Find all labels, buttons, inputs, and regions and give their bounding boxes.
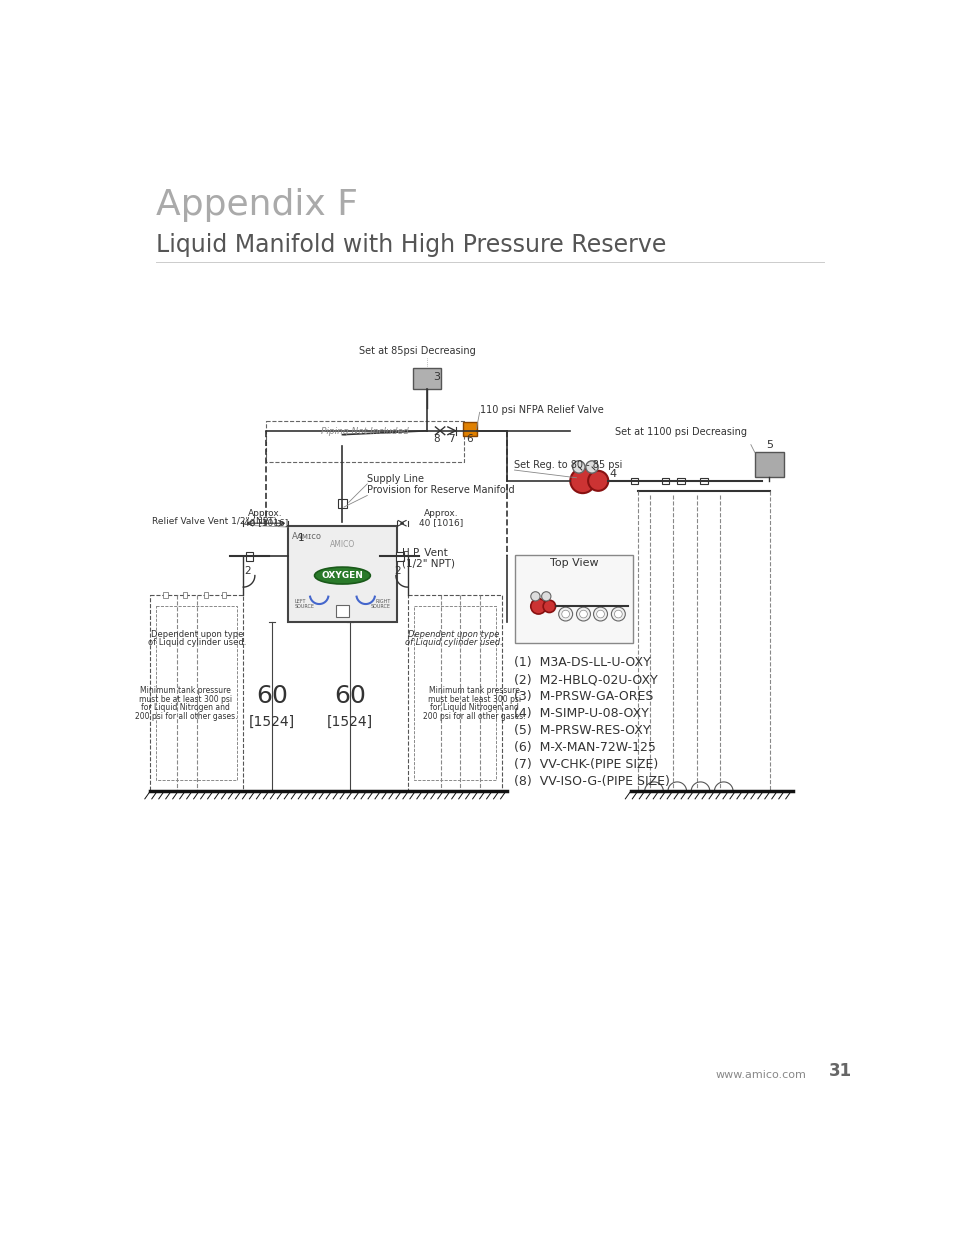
Text: www.amico.com: www.amico.com xyxy=(716,1070,806,1079)
Text: [1524]: [1524] xyxy=(249,715,294,729)
Text: H.P. Vent: H.P. Vent xyxy=(402,548,447,558)
Bar xyxy=(221,592,226,598)
Text: Dependent upon type: Dependent upon type xyxy=(151,630,243,640)
Text: (4)  M-SIMP-U-08-OXY: (4) M-SIMP-U-08-OXY xyxy=(514,708,649,720)
Circle shape xyxy=(585,461,598,473)
Text: must be at least 300 psi: must be at least 300 psi xyxy=(139,695,233,704)
Circle shape xyxy=(579,610,587,618)
Circle shape xyxy=(576,608,590,621)
Text: Supply Line: Supply Line xyxy=(367,473,424,484)
Text: Approx.: Approx. xyxy=(248,509,283,519)
Text: (1)  M3A-DS-LL-U-OXY: (1) M3A-DS-LL-U-OXY xyxy=(514,656,651,669)
Text: 5: 5 xyxy=(765,440,772,450)
Text: 40 [1016]: 40 [1016] xyxy=(418,519,462,527)
Bar xyxy=(462,422,476,436)
Text: (5)  M-PRSW-RES-OXY: (5) M-PRSW-RES-OXY xyxy=(514,724,650,737)
Bar xyxy=(395,552,403,561)
Text: LEFT
SOURCE: LEFT SOURCE xyxy=(294,599,314,609)
Bar xyxy=(661,478,669,484)
Text: Set at 85psi Decreasing: Set at 85psi Decreasing xyxy=(359,346,476,356)
Circle shape xyxy=(561,610,569,618)
Circle shape xyxy=(614,610,621,618)
Text: 40 [1016]: 40 [1016] xyxy=(243,519,288,527)
Text: Appendix F: Appendix F xyxy=(156,188,358,222)
Text: OXYGEN: OXYGEN xyxy=(321,571,363,580)
Circle shape xyxy=(558,608,572,621)
Circle shape xyxy=(611,608,624,621)
Bar xyxy=(288,526,396,621)
Text: 31: 31 xyxy=(828,1062,851,1079)
Text: (7)  VV-CHK-(PIPE SIZE): (7) VV-CHK-(PIPE SIZE) xyxy=(514,758,659,771)
Bar xyxy=(700,478,707,484)
Ellipse shape xyxy=(314,567,370,584)
Text: Liquid Manifold with High Pressure Reserve: Liquid Manifold with High Pressure Reser… xyxy=(156,233,666,257)
Text: 7: 7 xyxy=(448,433,455,443)
Text: 110 psi NFPA Relief Valve: 110 psi NFPA Relief Valve xyxy=(479,405,602,415)
Text: Top View: Top View xyxy=(549,557,598,568)
Text: (2)  M2-HBLQ-02U-OXY: (2) M2-HBLQ-02U-OXY xyxy=(514,673,658,687)
Text: AMICO: AMICO xyxy=(330,540,355,550)
Bar xyxy=(335,605,348,618)
Text: 8: 8 xyxy=(434,433,440,443)
Bar xyxy=(204,592,208,598)
Circle shape xyxy=(596,610,604,618)
FancyBboxPatch shape xyxy=(515,555,633,642)
Text: of Liquid cylinder used.: of Liquid cylinder used. xyxy=(405,637,502,647)
Text: [1524]: [1524] xyxy=(327,715,373,729)
Text: Approx.: Approx. xyxy=(423,509,457,519)
Text: Piping Not Included: Piping Not Included xyxy=(321,427,409,436)
Bar xyxy=(163,592,168,598)
Circle shape xyxy=(570,468,595,493)
Text: for Liquid Nitrogen and: for Liquid Nitrogen and xyxy=(429,703,518,713)
Circle shape xyxy=(541,592,550,601)
Text: (6)  M-X-MAN-72W-125: (6) M-X-MAN-72W-125 xyxy=(514,741,656,755)
Circle shape xyxy=(572,461,584,473)
Text: Minimum tank pressure: Minimum tank pressure xyxy=(140,687,231,695)
Text: 200 psi for all other gases.: 200 psi for all other gases. xyxy=(422,711,525,721)
Circle shape xyxy=(530,599,546,614)
Bar xyxy=(754,452,783,477)
Text: 4: 4 xyxy=(609,469,617,479)
Text: 1: 1 xyxy=(298,532,305,543)
Text: (3)  M-PRSW-GA-ORES: (3) M-PRSW-GA-ORES xyxy=(514,690,653,703)
Text: 60: 60 xyxy=(255,684,288,708)
Text: Set at 1100 psi Decreasing: Set at 1100 psi Decreasing xyxy=(615,427,746,437)
Bar xyxy=(630,478,638,484)
Text: for Liquid Nitrogen and: for Liquid Nitrogen and xyxy=(141,703,230,713)
Text: of Liquid cylinder used.: of Liquid cylinder used. xyxy=(148,637,246,647)
Text: (8)  VV-ISO-G-(PIPE SIZE): (8) VV-ISO-G-(PIPE SIZE) xyxy=(514,776,670,788)
Text: 60: 60 xyxy=(334,684,366,708)
Text: (1/2" NPT): (1/2" NPT) xyxy=(402,558,455,568)
Text: Provision for Reserve Manifold: Provision for Reserve Manifold xyxy=(367,485,515,495)
Text: must be at least 300 psi: must be at least 300 psi xyxy=(427,695,520,704)
Text: Minimum tank pressure: Minimum tank pressure xyxy=(428,687,519,695)
Text: Dependent upon type: Dependent upon type xyxy=(408,630,499,640)
Circle shape xyxy=(587,471,608,490)
Circle shape xyxy=(530,592,539,601)
Bar xyxy=(677,478,684,484)
Bar xyxy=(413,368,440,389)
Text: RIGHT
SOURCE: RIGHT SOURCE xyxy=(370,599,390,609)
Text: 200 psi for all other gases.: 200 psi for all other gases. xyxy=(134,711,237,721)
Text: Set Reg. to 80 - 85 psi: Set Reg. to 80 - 85 psi xyxy=(514,459,622,469)
Text: 6: 6 xyxy=(466,433,473,443)
Text: 3: 3 xyxy=(433,372,439,382)
Circle shape xyxy=(593,608,607,621)
Bar xyxy=(183,592,187,598)
Circle shape xyxy=(542,600,555,613)
Text: 2: 2 xyxy=(394,566,400,576)
Text: Aᴀᴍɪᴄᴏ: Aᴀᴍɪᴄᴏ xyxy=(292,531,322,541)
Bar xyxy=(245,552,253,561)
Text: Relief Valve Vent 1/2" (NPT): Relief Valve Vent 1/2" (NPT) xyxy=(152,517,276,526)
Bar xyxy=(337,499,347,508)
Text: 2: 2 xyxy=(244,566,251,576)
